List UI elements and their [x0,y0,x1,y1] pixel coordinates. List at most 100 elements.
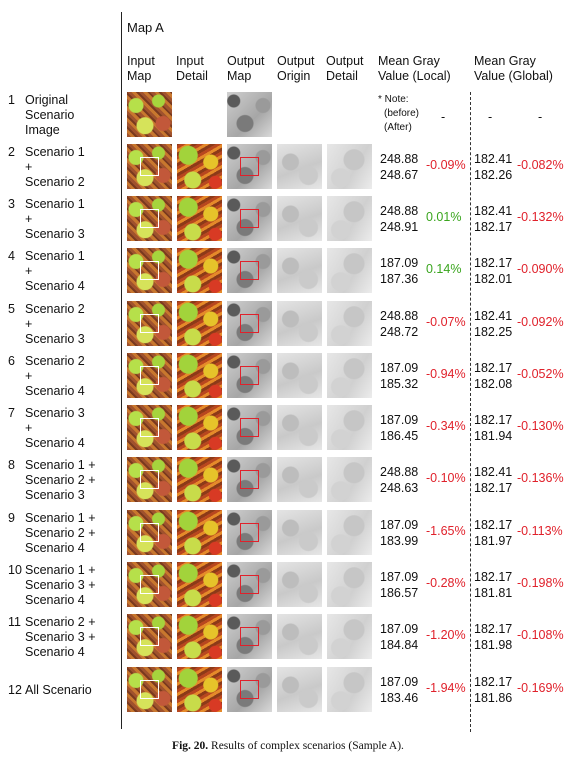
local-after: 248.67 [380,168,419,182]
local-after: 184.84 [380,638,419,652]
global-after: 181.97 [474,534,513,548]
global-pct-change: -0.108% [517,628,564,642]
output-map-image [227,301,272,346]
local-after: 187.36 [380,272,419,286]
input-detail-image [177,353,222,398]
global-pct-change: -0.198% [517,576,564,590]
output-detail-image [327,353,372,398]
detail-region-box [240,366,259,385]
row-label-line: Scenario 2 [25,301,85,316]
detail-region-box [140,418,159,437]
global-values: 182.41 182.17 [474,203,512,235]
input-detail-image [177,196,222,241]
input-map-image [127,510,172,555]
header-output-origin: Output Origin [277,54,315,83]
global-pct-change: -0.113% [517,524,563,538]
output-detail-image [327,457,372,502]
global-after: 182.25 [474,325,513,339]
local-values: 248.88 248.91 [380,203,418,235]
row-number: 7 [8,405,15,420]
row-label-text: Scenario 2 + Scenario 3 [25,302,121,347]
local-values: 187.09 185.32 [380,360,418,392]
local-before: 187.09 [380,675,419,689]
row-label-line: + [25,159,33,174]
global-values: 182.17 181.94 [474,412,512,444]
input-map-image [127,667,172,712]
local-after: 186.45 [380,429,419,443]
output-map-image [227,405,272,450]
row-label-line: + [25,263,33,278]
local-pct-change: 0.14% [426,262,462,276]
row-label-line: Image [25,122,60,137]
output-detail-image [327,196,372,241]
global-before: 182.17 [474,570,513,584]
output-map-image [227,196,272,241]
row-label-line: All Scenario [25,682,92,697]
row-label-text: Scenario 3 + Scenario 4 [25,406,121,451]
local-after: 248.91 [380,220,419,234]
header-output-detail: Output Detail [326,54,364,83]
header-input-detail: Input Detail [176,54,208,83]
output-origin-image [277,353,322,398]
detail-region-box [140,366,159,385]
global-values: 182.41 182.17 [474,464,512,496]
global-after: 182.17 [474,220,513,234]
global-before: 182.41 [474,465,513,479]
detail-region-box [140,470,159,489]
global-pct-change: -0.090% [517,262,564,276]
row-label-text: Scenario 2 + Scenario 3 + Scenario 4 [25,615,121,660]
row-label-line: Scenario 2 [25,174,85,189]
input-detail-image [177,510,222,555]
local-pct-change: -0.09% [426,158,466,172]
input-map-image [127,405,172,450]
local-before: 248.88 [380,204,419,218]
global-before: 182.17 [474,675,513,689]
detail-region-box [240,523,259,542]
global-values: 182.17 182.01 [474,255,512,287]
local-after: 248.63 [380,481,419,495]
figure-caption: Fig. 20. Results of complex scenarios (S… [0,740,576,752]
output-detail-image [327,144,372,189]
row-label-text: Scenario 1 + Scenario 3 [25,197,121,242]
header-input-map: Input Map [127,54,155,83]
output-detail-image [327,405,372,450]
row-label-line: Scenario 4 [25,383,85,398]
row-number: 4 [8,248,15,263]
caption-text: Results of complex scenarios (Sample A). [211,740,404,752]
local-pct-change: -1.65% [426,524,466,538]
row-label-line: Scenario 1 + [25,562,96,577]
local-values: 187.09 186.57 [380,569,418,601]
local-before: 187.09 [380,256,419,270]
local-after: 183.99 [380,534,419,548]
row-label-line: + [25,316,33,331]
input-map-image [127,457,172,502]
input-map-image [127,196,172,241]
local-values: 187.09 183.99 [380,517,418,549]
local-before: 187.09 [380,361,419,375]
dash-global-pct: - [538,110,543,124]
global-after: 182.08 [474,377,513,391]
row-label-text: Scenario 1 + Scenario 2 + Scenario 4 [25,511,121,556]
row-number: 1 [8,92,15,107]
output-map-image [227,562,272,607]
input-map-image [127,92,172,137]
dash-local-pct: - [441,110,446,124]
local-pct-change: -0.34% [426,419,466,433]
detail-region-box [240,209,259,228]
row-label-line: Original [25,92,69,107]
local-pct-change: -0.07% [426,315,466,329]
detail-region-box [240,261,259,280]
global-before: 182.41 [474,152,513,166]
local-before: 187.09 [380,570,419,584]
row-label-line: Scenario 4 [25,592,85,607]
detail-region-box [140,627,159,646]
global-before: 182.41 [474,309,513,323]
local-pct-change: -0.28% [426,576,466,590]
row-label-line: Scenario 3 + [25,629,96,644]
detail-region-box [240,418,259,437]
row-label-line: Scenario 4 [25,278,85,293]
output-map-image [227,144,272,189]
global-before: 182.17 [474,518,513,532]
row-label-line: Scenario 3 [25,331,85,346]
row-label-line: Scenario 3 [25,487,85,502]
